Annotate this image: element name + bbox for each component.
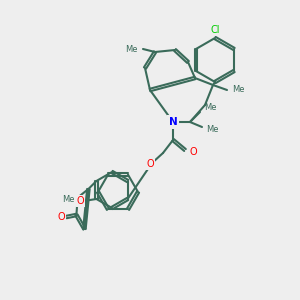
Text: Me: Me xyxy=(206,125,218,134)
Text: O: O xyxy=(58,212,65,222)
Text: Me: Me xyxy=(125,44,138,53)
Text: Cl: Cl xyxy=(210,25,220,35)
Text: N: N xyxy=(169,117,177,127)
Text: Me: Me xyxy=(204,103,217,112)
Text: O: O xyxy=(189,147,196,157)
Text: Me: Me xyxy=(62,196,74,205)
Text: O: O xyxy=(146,159,154,169)
Text: O: O xyxy=(76,196,84,206)
Text: Me: Me xyxy=(232,85,244,94)
